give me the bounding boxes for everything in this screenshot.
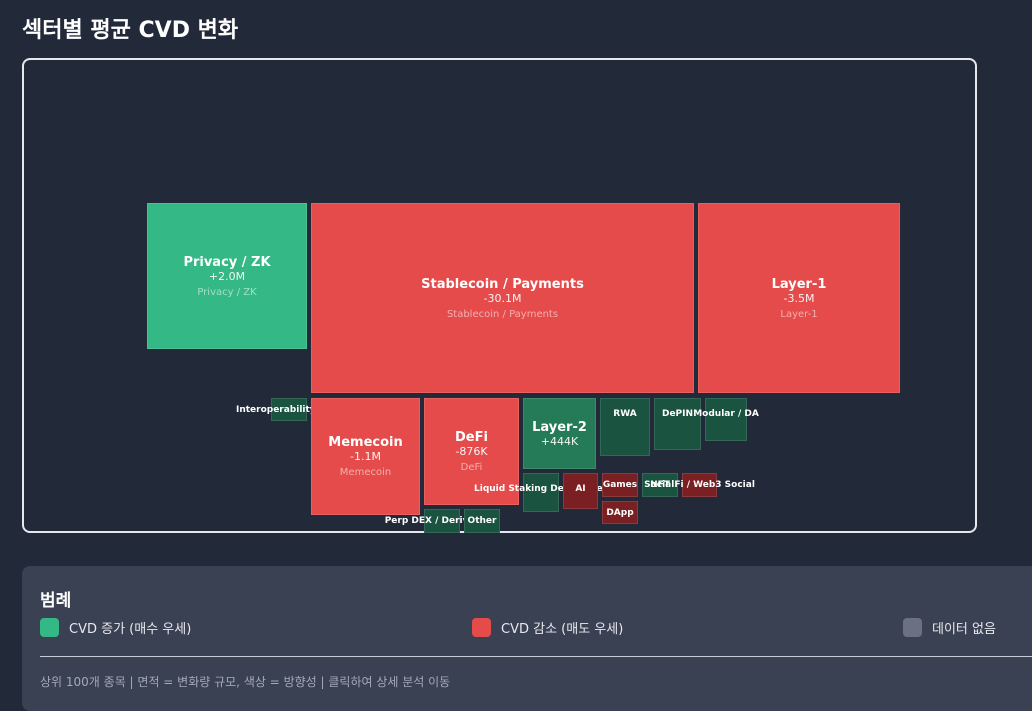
tile-label: Modular / DA — [693, 409, 759, 419]
sector-tile[interactable]: Stablecoin / Payments -30.1M Stablecoin / … — [311, 203, 694, 393]
tile-label: Memecoin — [328, 435, 403, 450]
swatch — [40, 618, 59, 637]
sector-tile[interactable]: Interoperability / IBC — [236, 398, 342, 421]
swatch — [903, 618, 922, 637]
sector-tile[interactable]: Privacy / ZK +2.0M Privacy / ZK — [147, 203, 307, 349]
sector-tile[interactable]: AI — [563, 473, 598, 509]
sector-tile[interactable]: Modular / DA — [693, 398, 759, 441]
tile-label: DePIN — [661, 409, 694, 419]
tile-value: -1.1M — [350, 450, 381, 463]
sector-tile[interactable]: SocialFi / Web3 Social — [644, 473, 755, 497]
legend-item: CVD 증가 (매수 우세) — [40, 618, 191, 637]
legend-label: CVD 감소 (매도 우세) — [501, 622, 624, 637]
sector-tile[interactable]: Layer-2 +444K — [523, 398, 596, 469]
legend-panel: 범례 CVD 증가 (매수 우세) CVD 감소 (매도 우세) 데이터 없음 … — [22, 566, 1032, 711]
tile-value: -3.5M — [783, 291, 815, 305]
tile-label: Layer-1 — [771, 276, 827, 292]
tile-label: Layer-2 — [532, 419, 587, 435]
legend-note: 상위 100개 종목 | 면적 = 변화량 규모, 색상 = 방향성 | 클릭하… — [40, 675, 451, 689]
sector-tile[interactable]: DeFi -876K DeFi — [424, 398, 519, 505]
tile-label: Other — [467, 516, 497, 526]
legend-title: 범례 — [40, 591, 72, 611]
tile-label: AI — [575, 484, 586, 494]
tile-label: Interoperability / IBC — [235, 404, 343, 415]
tile-value: -30.1M — [483, 291, 522, 305]
tile-label: DApp — [606, 507, 634, 518]
tile-sublabel: Layer-1 — [780, 308, 818, 320]
tile-label: DeFi — [455, 430, 488, 445]
tile-value: -876K — [455, 445, 488, 458]
legend-item: 데이터 없음 — [903, 618, 996, 637]
tile-label: Games — [602, 480, 638, 490]
sector-tile[interactable]: NFT — [642, 473, 678, 497]
swatch — [472, 618, 491, 637]
tile-value: +2.0M — [208, 269, 246, 283]
tile-label: Perp DEX / Derivatives — [384, 516, 500, 526]
sector-tile[interactable]: DePIN — [654, 398, 701, 450]
tile-sublabel: Memecoin — [339, 467, 392, 478]
sector-tile[interactable]: Layer-1 -3.5M Layer-1 — [698, 203, 900, 393]
tile-sublabel: Privacy / ZK — [197, 286, 257, 298]
tile-sublabel: DeFi — [460, 462, 483, 473]
sector-tile[interactable]: Liquid Staking Derivatives — [474, 473, 608, 512]
legend-label: CVD 증가 (매수 우세) — [69, 622, 192, 637]
legend-item: CVD 감소 (매도 우세) — [472, 618, 623, 637]
sector-tile[interactable]: DApp — [602, 501, 638, 524]
tile-label: Privacy / ZK — [183, 254, 271, 270]
legend-label: 데이터 없음 — [932, 622, 996, 637]
sector-tile[interactable]: Games — [602, 473, 638, 497]
sector-tile[interactable]: Perp DEX / Derivatives — [385, 509, 499, 533]
divider — [40, 656, 1032, 657]
tile-value: +444K — [540, 434, 579, 448]
page-title: 섹터별 평균 CVD 변화 — [22, 18, 239, 43]
tile-label: Liquid Staking Derivatives — [474, 484, 608, 494]
tile-sublabel: Stablecoin / Payments — [446, 308, 559, 320]
sector-tile[interactable]: RWA — [600, 398, 650, 456]
tile-label: RWA — [613, 409, 637, 419]
tile-label: NFT — [650, 480, 670, 490]
tile-label: SocialFi / Web3 Social — [644, 480, 755, 490]
sector-tile[interactable]: Memecoin -1.1M Memecoin — [311, 398, 420, 515]
tile-label: Stablecoin / Payments — [421, 276, 584, 292]
sector-tile[interactable]: Other — [464, 509, 500, 533]
